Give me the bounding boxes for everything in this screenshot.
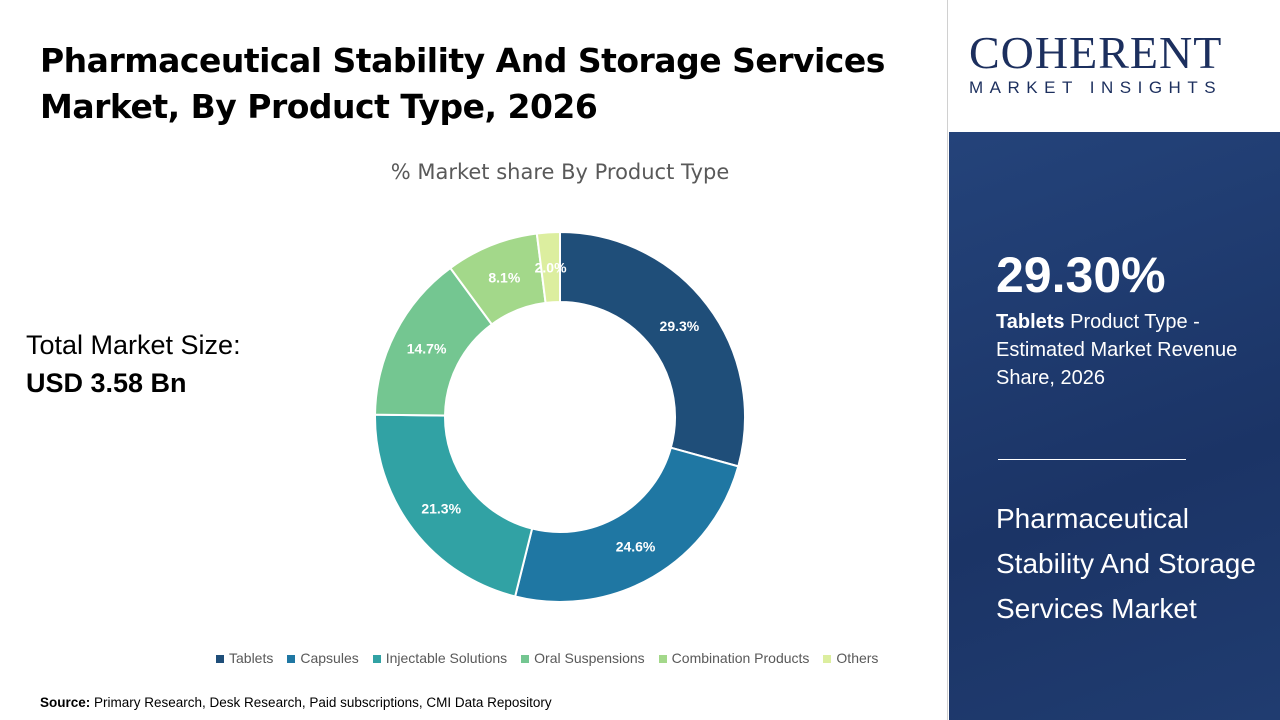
legend-swatch [823, 655, 832, 663]
legend-swatch [216, 655, 224, 663]
logo: COHERENT MARKET INSIGHTS [949, 0, 1280, 132]
total-value: USD 3.58 Bn [26, 368, 187, 398]
source-note: Source: Primary Research, Desk Research,… [40, 695, 552, 710]
legend-label: Injectable Solutions [385, 650, 508, 666]
legend-label: Combination Products [671, 650, 810, 666]
legend-label: Others [836, 650, 879, 666]
highlight-panel: 29.30% Tablets Product Type - Estimated … [949, 132, 1280, 720]
legend-label: Capsules [300, 650, 359, 666]
data-label: 2.0% [535, 259, 567, 275]
chart-title: % Market share By Product Type [390, 160, 730, 184]
total-market-size: Total Market Size: USD 3.58 Bn [26, 326, 241, 402]
logo-bottom: MARKET INSIGHTS [969, 78, 1223, 97]
slice-tablets [559, 230, 746, 468]
legend-label: Tablets [229, 650, 274, 666]
data-label: 8.1% [488, 270, 520, 286]
slice-others [535, 230, 561, 305]
highlight-description: Tablets Product Type - Estimated Market … [996, 308, 1256, 392]
legend-item: Injectable Solutions [372, 650, 508, 666]
data-label: 21.3% [421, 501, 461, 517]
highlight-desc-text: Product Type - Estimated Market Revenue … [996, 311, 1238, 389]
market-name: Pharmaceutical Stability And Storage Ser… [996, 503, 1256, 624]
legend: Tablets Capsules Injectable Solutions Oral … [216, 650, 878, 666]
legend-swatch [372, 655, 381, 663]
chart-area: Pharmaceutical Stability And Storage Ser… [26, 0, 948, 720]
source-text: Primary Research, Desk Research, Paid su… [90, 695, 552, 710]
side-panel: COHERENT MARKET INSIGHTS 29.30% Tablets … [949, 0, 1280, 720]
legend-item: Combination Products [658, 650, 810, 666]
divider [998, 459, 1186, 460]
legend-item: Tablets [216, 650, 273, 666]
page-title: Pharmaceutical Stability And Storage Ser… [40, 41, 885, 126]
legend-item: Oral Suspensions [521, 650, 645, 666]
legend-swatch [521, 655, 530, 663]
source-label: Source: [40, 695, 91, 710]
legend-swatch [287, 655, 296, 663]
logo-top: COHERENT [969, 27, 1223, 78]
highlight-segment: Tablets [996, 311, 1065, 333]
legend-label: Oral Suspensions [534, 650, 645, 666]
highlight-percent: 29.30% [996, 247, 1166, 303]
data-label: 29.3% [660, 318, 700, 334]
legend-swatch [658, 655, 667, 663]
data-label: 24.6% [616, 539, 656, 555]
donut-chart: 29.3% 24.6% 21.3% 14.7% 8.1% 2.0% [374, 230, 746, 603]
legend-item: Others [823, 650, 878, 666]
slice-capsules [513, 446, 740, 603]
legend-item: Capsules [287, 650, 359, 666]
total-label: Total Market Size: [26, 330, 241, 360]
data-label: 14.7% [407, 340, 447, 356]
